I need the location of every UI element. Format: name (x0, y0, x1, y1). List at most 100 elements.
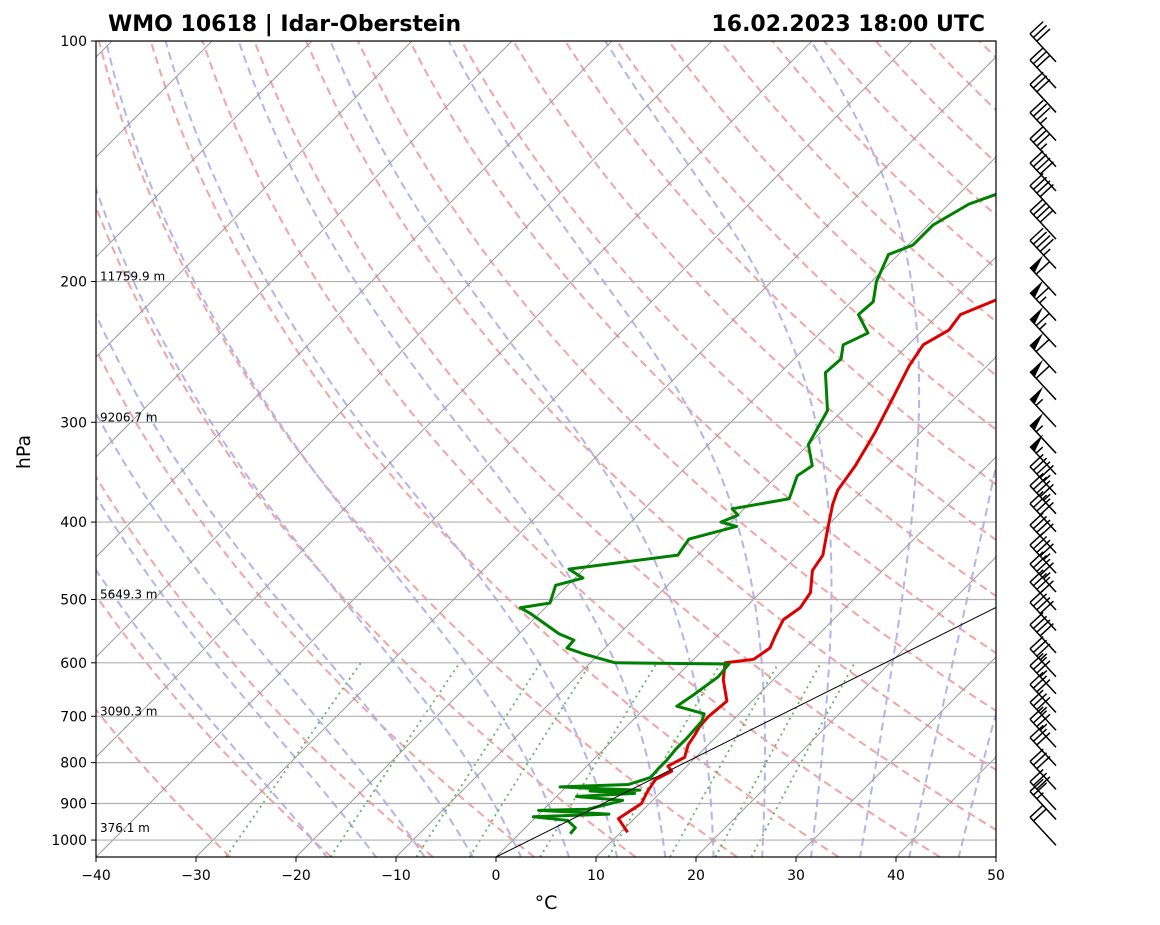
mixing-ratio-line (539, 662, 658, 857)
mixing-ratio-line (329, 662, 461, 857)
wind-barb (1029, 532, 1057, 574)
barb-flag (1036, 133, 1051, 147)
dry-adiabat (96, 708, 231, 857)
dewpoint-line (518, 192, 996, 835)
barb-staff (1029, 138, 1057, 168)
y-tick-label: 200 (60, 275, 87, 291)
barb-staff (1029, 781, 1057, 811)
profile-lines (495, 192, 996, 857)
barb-staff (1029, 503, 1057, 533)
barb-staff (1029, 59, 1057, 89)
barb-flag (1036, 679, 1051, 693)
barb-half-flag (1035, 398, 1044, 407)
barb-flag (1032, 693, 1048, 707)
barb-flag (1029, 453, 1044, 468)
barb-staff (1029, 33, 1057, 63)
title-station: WMO 10618 | Idar-Oberstein (108, 12, 461, 37)
moist-adiabat (447, 41, 767, 857)
barb-flag (1032, 515, 1048, 530)
isotherm (495, 356, 996, 857)
wind-barb (1029, 332, 1057, 374)
x-tick-label: 20 (687, 868, 705, 884)
barb-half-flag (1035, 446, 1044, 454)
barb-flag (1036, 461, 1051, 475)
barb-flag (1039, 501, 1054, 516)
y-tick-label: 800 (60, 756, 87, 772)
wind-barb (1029, 412, 1057, 454)
barb-staff (1029, 683, 1057, 714)
barb-staff (1029, 544, 1057, 574)
barb-half-flag (1039, 706, 1048, 714)
y-tick-label: 500 (60, 593, 87, 609)
y-tick-label: 300 (60, 415, 87, 431)
barb-staff (1029, 601, 1057, 631)
barb-staff (1029, 816, 1057, 846)
barb-flag (1039, 209, 1054, 223)
barb-flag (1032, 153, 1048, 168)
barb-pennant (1030, 280, 1044, 298)
barb-flag (1029, 724, 1044, 739)
wind-barb (1029, 706, 1057, 748)
wind-barb (1029, 490, 1057, 533)
x-tick-label: −20 (281, 868, 311, 884)
wind-barb (1029, 21, 1057, 63)
wind-barb (1029, 768, 1057, 811)
barb-flag (1039, 580, 1054, 594)
barb-flag (1035, 312, 1050, 327)
wind-barb (1029, 198, 1057, 240)
dry-adiabat (616, 41, 996, 431)
barb-flag (1029, 768, 1044, 783)
barb-staff (1029, 718, 1057, 748)
isotherm (195, 56, 996, 857)
barb-flag (1039, 523, 1054, 537)
barb-staff (1029, 466, 1057, 496)
wind-barb (1029, 71, 1057, 113)
barb-half-flag (1039, 143, 1048, 151)
barb-flag (1036, 78, 1051, 93)
wind-barb (1029, 589, 1057, 631)
barb-half-flag (1043, 553, 1051, 561)
barb-flag (1029, 71, 1044, 85)
barb-flag (1036, 596, 1051, 611)
barb-pennant (1030, 386, 1044, 405)
barb-flag (1036, 539, 1051, 553)
barb-half-flag (1036, 792, 1044, 800)
barb-flag (1032, 808, 1048, 822)
barb-flag (1036, 776, 1051, 790)
barb-pennant (1030, 434, 1044, 452)
barb-flag (1036, 643, 1051, 657)
x-tick-label: −40 (81, 868, 111, 884)
moist-adiabat (908, 460, 996, 857)
height-label: 3090.3 m (100, 704, 158, 718)
barb-flag (1032, 710, 1048, 724)
barb-flag (1036, 235, 1051, 249)
barb-staff (1029, 210, 1057, 240)
moist-adiabat (96, 312, 475, 857)
height-label: 5649.3 m (100, 588, 158, 602)
x-axis: −40 −30 −20 −10 0 10 20 30 40 50 (81, 857, 1005, 884)
wind-barb (1029, 47, 1057, 89)
barb-pennant (1030, 306, 1044, 325)
moist-adiabat (96, 411, 426, 857)
barb-staff (1029, 648, 1057, 678)
barb-flag (1029, 635, 1044, 650)
barb-flag (1032, 554, 1048, 569)
barb-staff (1029, 185, 1057, 215)
dry-adiabat (667, 41, 996, 377)
barb-flag (1036, 660, 1051, 674)
wind-barb (1029, 453, 1057, 496)
barb-flag (1036, 205, 1051, 220)
barb-flag (1036, 696, 1051, 711)
y-tick-label: 400 (60, 515, 87, 531)
dry-adiabat (253, 41, 996, 831)
isotherm (995, 856, 996, 857)
y-tick-label: 1000 (51, 833, 87, 849)
barb-pennant (1030, 359, 1044, 377)
barb-flag (1029, 652, 1044, 667)
y-axis-label: hPa (13, 435, 35, 469)
barb-flag (1032, 639, 1048, 654)
barb-half-flag (1035, 425, 1044, 433)
wind-barbs (1029, 21, 1057, 846)
moist-adiabat (164, 41, 619, 857)
